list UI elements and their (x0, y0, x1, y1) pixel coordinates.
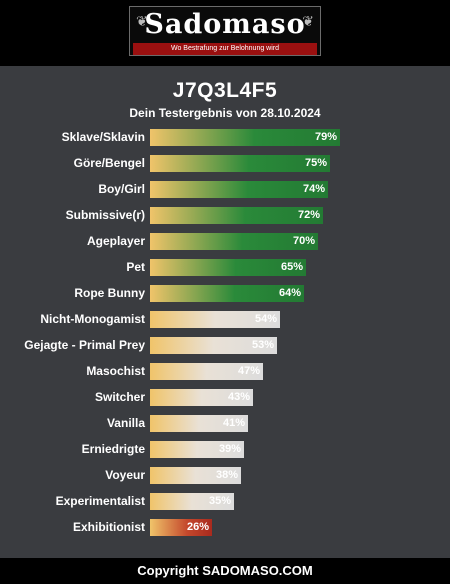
trait-percent: 38% (215, 469, 238, 481)
trait-label: Sklave/Sklavin (61, 130, 145, 144)
trait-label: Nicht-Monogamist (40, 312, 145, 326)
trait-bar: 79% (150, 129, 340, 146)
trait-bar: 53% (150, 337, 277, 354)
trait-percent: 47% (237, 365, 260, 377)
trait-label: Gejagte - Primal Prey (24, 338, 145, 352)
trait-percent: 35% (208, 495, 231, 507)
trait-bar: 26% (150, 519, 212, 536)
trait-bar: 72% (150, 207, 323, 224)
trait-label: Vanilla (106, 416, 145, 430)
trait-bar: 39% (150, 441, 244, 458)
trait-percent: 64% (278, 287, 301, 299)
trait-bar: 41% (150, 415, 248, 432)
trait-percent: 79% (314, 131, 337, 143)
trait-row: Switcher 43% (0, 388, 450, 406)
trait-row: Experimentalist 35% (0, 492, 450, 510)
trait-percent: 74% (302, 183, 325, 195)
trait-row: Vanilla 41% (0, 414, 450, 432)
trait-bar: 38% (150, 467, 241, 484)
flourish-left-icon: ❦ (136, 13, 148, 29)
trait-row: Ageplayer 70% (0, 232, 450, 250)
trait-percent: 43% (227, 391, 250, 403)
trait-label: Exhibitionist (73, 520, 145, 534)
logo-tagline: Wo Bestrafung zur Belohnung wird (133, 43, 317, 55)
result-subtitle: Dein Testergebnis von 28.10.2024 (129, 106, 321, 120)
trait-row: Erniedrigte 39% (0, 440, 450, 458)
trait-percent: 70% (292, 235, 315, 247)
trait-bar: 75% (150, 155, 330, 172)
trait-bar: 70% (150, 233, 318, 250)
trait-label: Erniedrigte (81, 442, 145, 456)
trait-label: Boy/Girl (98, 182, 145, 196)
footer: Copyright SADOMASO.COM (0, 558, 450, 584)
trait-row: Pet 65% (0, 258, 450, 276)
logo-name: Sadomaso (144, 9, 306, 40)
trait-label: Switcher (94, 390, 145, 404)
trait-percent: 53% (251, 339, 274, 351)
trait-percent: 26% (186, 521, 209, 533)
header: ❦ Sadomaso ❦ Wo Bestrafung zur Belohnung… (0, 0, 450, 66)
trait-percent: 41% (222, 417, 245, 429)
trait-row: Rope Bunny 64% (0, 284, 450, 302)
trait-row: Sklave/Sklavin 79% (0, 128, 450, 146)
trait-bar: 43% (150, 389, 253, 406)
trait-label: Experimentalist (55, 494, 145, 508)
trait-label: Rope Bunny (74, 286, 145, 300)
trait-label: Submissive(r) (65, 208, 145, 222)
trait-bar: 35% (150, 493, 234, 510)
trait-bar: 47% (150, 363, 263, 380)
site-logo[interactable]: ❦ Sadomaso ❦ Wo Bestrafung zur Belohnung… (129, 6, 321, 56)
trait-label: Pet (126, 260, 145, 274)
trait-label: Göre/Bengel (73, 156, 145, 170)
trait-row: Boy/Girl 74% (0, 180, 450, 198)
trait-row: Voyeur 38% (0, 466, 450, 484)
trait-label: Ageplayer (86, 234, 145, 248)
flourish-right-icon: ❦ (302, 13, 314, 29)
trait-row: Göre/Bengel 75% (0, 154, 450, 172)
trait-bar: 65% (150, 259, 306, 276)
trait-row: Nicht-Monogamist 54% (0, 310, 450, 328)
trait-bar: 74% (150, 181, 328, 198)
trait-row: Masochist 47% (0, 362, 450, 380)
trait-percent: 39% (218, 443, 241, 455)
trait-percent: 72% (297, 209, 320, 221)
trait-row: Exhibitionist 26% (0, 518, 450, 536)
trait-percent: 54% (254, 313, 277, 325)
trait-row: Gejagte - Primal Prey 53% (0, 336, 450, 354)
trait-percent: 75% (304, 157, 327, 169)
result-title: J7Q3L4F5 (172, 79, 278, 102)
trait-percent: 65% (280, 261, 303, 273)
footer-copyright[interactable]: Copyright SADOMASO.COM (137, 563, 313, 578)
trait-label: Voyeur (105, 468, 145, 482)
trait-label: Masochist (86, 364, 145, 378)
trait-bar: 54% (150, 311, 280, 328)
trait-row: Submissive(r) 72% (0, 206, 450, 224)
trait-bar: 64% (150, 285, 304, 302)
